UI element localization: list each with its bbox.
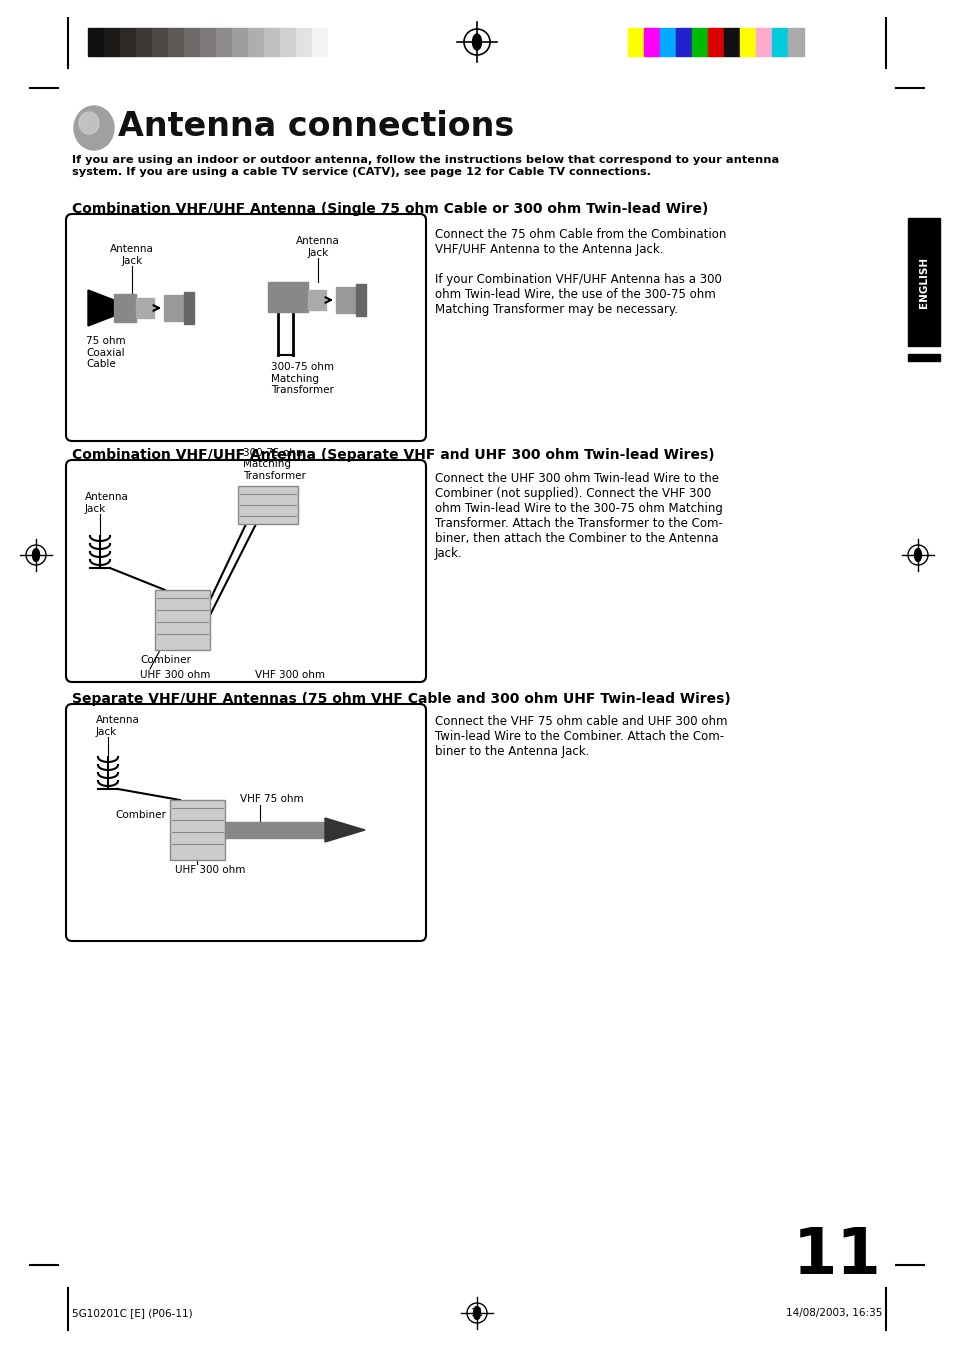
Bar <box>136 299 153 317</box>
Bar <box>268 282 308 312</box>
Text: 11: 11 <box>470 1308 483 1319</box>
Text: 5G10201C [E] (P06-11): 5G10201C [E] (P06-11) <box>71 1308 193 1319</box>
Text: Antenna
Jack: Antenna Jack <box>295 236 339 258</box>
Text: Separate VHF/UHF Antennas (75 ohm VHF Cable and 300 ohm UHF Twin-lead Wires): Separate VHF/UHF Antennas (75 ohm VHF Ca… <box>71 692 730 707</box>
Text: Connect the 75 ohm Cable from the Combination
VHF/UHF Antenna to the Antenna Jac: Connect the 75 ohm Cable from the Combin… <box>435 228 725 316</box>
Bar <box>787 28 803 55</box>
Bar <box>164 295 184 322</box>
Bar <box>740 28 755 55</box>
Bar <box>154 590 210 650</box>
Ellipse shape <box>74 105 113 150</box>
Bar <box>707 28 723 55</box>
Ellipse shape <box>914 549 921 562</box>
Bar <box>168 28 184 55</box>
Bar <box>232 28 248 55</box>
Bar <box>88 28 104 55</box>
Text: 300-75 ohm
Matching
Transformer: 300-75 ohm Matching Transformer <box>271 362 334 396</box>
Bar <box>120 28 136 55</box>
Bar <box>755 28 771 55</box>
Ellipse shape <box>32 549 39 562</box>
Ellipse shape <box>472 34 481 50</box>
Bar <box>659 28 676 55</box>
FancyBboxPatch shape <box>66 213 426 440</box>
Text: VHF 300 ohm: VHF 300 ohm <box>254 670 325 680</box>
Bar <box>237 486 297 524</box>
Text: UHF 300 ohm: UHF 300 ohm <box>174 865 245 875</box>
Bar <box>170 800 225 861</box>
Bar <box>907 354 939 361</box>
Bar <box>184 292 193 324</box>
Text: 75 ohm
Coaxial
Cable: 75 ohm Coaxial Cable <box>86 336 126 369</box>
Bar <box>200 28 215 55</box>
Bar <box>264 28 280 55</box>
Bar <box>225 821 325 838</box>
Bar <box>136 28 152 55</box>
Bar <box>248 28 264 55</box>
Text: UHF 300 ohm: UHF 300 ohm <box>140 670 211 680</box>
Bar <box>280 28 295 55</box>
Bar <box>104 28 120 55</box>
Text: Antenna
Jack: Antenna Jack <box>110 245 153 266</box>
Ellipse shape <box>79 112 99 134</box>
Bar <box>215 28 232 55</box>
Text: 11: 11 <box>792 1225 882 1288</box>
Bar <box>676 28 691 55</box>
Text: 14/08/2003, 16:35: 14/08/2003, 16:35 <box>785 1308 882 1319</box>
Bar <box>312 28 328 55</box>
Bar <box>691 28 707 55</box>
Text: Combination VHF/UHF Antenna (Separate VHF and UHF 300 ohm Twin-lead Wires): Combination VHF/UHF Antenna (Separate VH… <box>71 449 714 462</box>
Text: VHF 75 ohm: VHF 75 ohm <box>240 794 303 804</box>
Text: Connect the UHF 300 ohm Twin-lead Wire to the
Combiner (not supplied). Connect t: Connect the UHF 300 ohm Twin-lead Wire t… <box>435 471 722 561</box>
Bar <box>907 218 939 346</box>
Text: 300-75 ohm
Matching
Transformer: 300-75 ohm Matching Transformer <box>243 447 306 481</box>
Ellipse shape <box>473 1306 480 1320</box>
Bar <box>355 284 366 316</box>
Bar <box>723 28 740 55</box>
Bar <box>184 28 200 55</box>
Text: Combiner: Combiner <box>140 655 191 665</box>
Text: Combination VHF/UHF Antenna (Single 75 ohm Cable or 300 ohm Twin-lead Wire): Combination VHF/UHF Antenna (Single 75 o… <box>71 203 708 216</box>
Bar <box>771 28 787 55</box>
Polygon shape <box>88 290 113 326</box>
Text: Combiner: Combiner <box>115 811 166 820</box>
FancyBboxPatch shape <box>66 704 426 942</box>
FancyBboxPatch shape <box>66 459 426 682</box>
Bar <box>113 295 136 322</box>
Text: Antenna
Jack: Antenna Jack <box>85 492 129 513</box>
Bar <box>152 28 168 55</box>
Bar <box>627 28 643 55</box>
Bar <box>308 290 326 309</box>
Bar <box>335 286 355 313</box>
Bar <box>328 28 344 55</box>
Text: Connect the VHF 75 ohm cable and UHF 300 ohm
Twin-lead Wire to the Combiner. Att: Connect the VHF 75 ohm cable and UHF 300… <box>435 715 727 758</box>
Bar <box>295 28 312 55</box>
Text: Antenna connections: Antenna connections <box>118 109 514 143</box>
Text: If you are using an indoor or outdoor antenna, follow the instructions below tha: If you are using an indoor or outdoor an… <box>71 155 779 177</box>
Bar <box>643 28 659 55</box>
Text: ENGLISH: ENGLISH <box>918 257 928 308</box>
Polygon shape <box>325 817 365 842</box>
Text: Antenna
Jack: Antenna Jack <box>96 716 140 738</box>
